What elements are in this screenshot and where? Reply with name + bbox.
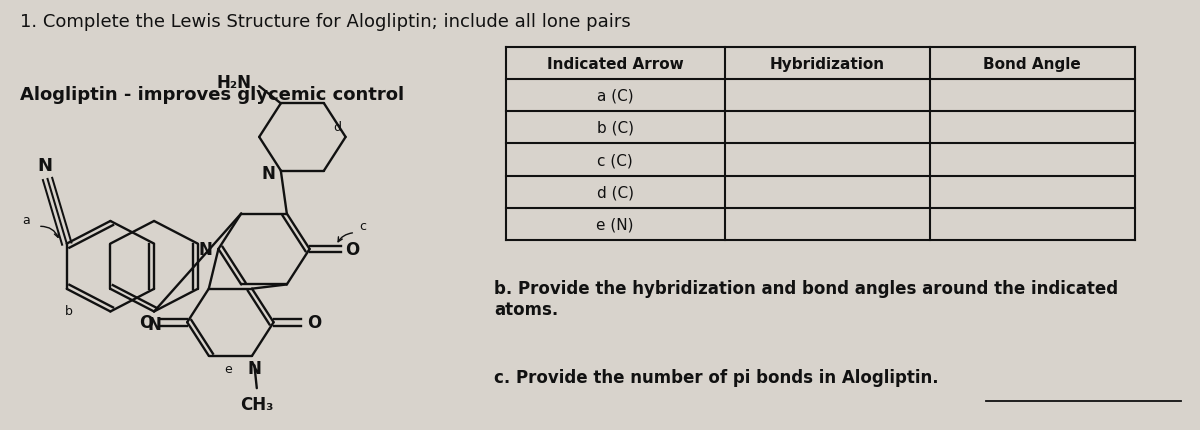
Text: O: O xyxy=(346,240,360,258)
Text: N: N xyxy=(247,359,262,378)
Text: O: O xyxy=(307,313,322,332)
Text: b. Provide the hybridization and bond angles around the indicated
atoms.: b. Provide the hybridization and bond an… xyxy=(494,280,1118,318)
Text: a: a xyxy=(22,214,30,227)
Text: CH₃: CH₃ xyxy=(240,395,274,413)
Text: H₂N: H₂N xyxy=(217,74,252,92)
Text: 1. Complete the Lewis Structure for Alogliptin; include all lone pairs: 1. Complete the Lewis Structure for Alog… xyxy=(20,13,631,31)
Text: Bond Angle: Bond Angle xyxy=(984,56,1081,71)
Text: d (C): d (C) xyxy=(596,185,634,200)
Text: N: N xyxy=(148,315,161,333)
Text: N: N xyxy=(199,240,212,258)
Text: c: c xyxy=(359,219,366,232)
Text: O: O xyxy=(139,313,154,332)
Text: N: N xyxy=(37,157,53,175)
Text: Hybridization: Hybridization xyxy=(769,56,884,71)
Text: c (C): c (C) xyxy=(598,153,632,168)
Text: N: N xyxy=(262,164,275,182)
Text: Indicated Arrow: Indicated Arrow xyxy=(547,56,684,71)
Text: a (C): a (C) xyxy=(596,89,634,104)
FancyArrowPatch shape xyxy=(41,227,59,238)
Text: d: d xyxy=(332,121,341,134)
Text: e (N): e (N) xyxy=(596,217,634,232)
Text: b (C): b (C) xyxy=(596,120,634,135)
Text: c. Provide the number of pi bonds in Alogliptin.: c. Provide the number of pi bonds in Alo… xyxy=(494,368,938,386)
FancyArrowPatch shape xyxy=(338,233,353,242)
Text: Alogliptin - improves glycemic control: Alogliptin - improves glycemic control xyxy=(20,86,404,104)
Text: e: e xyxy=(224,362,232,375)
Text: b: b xyxy=(65,304,73,317)
